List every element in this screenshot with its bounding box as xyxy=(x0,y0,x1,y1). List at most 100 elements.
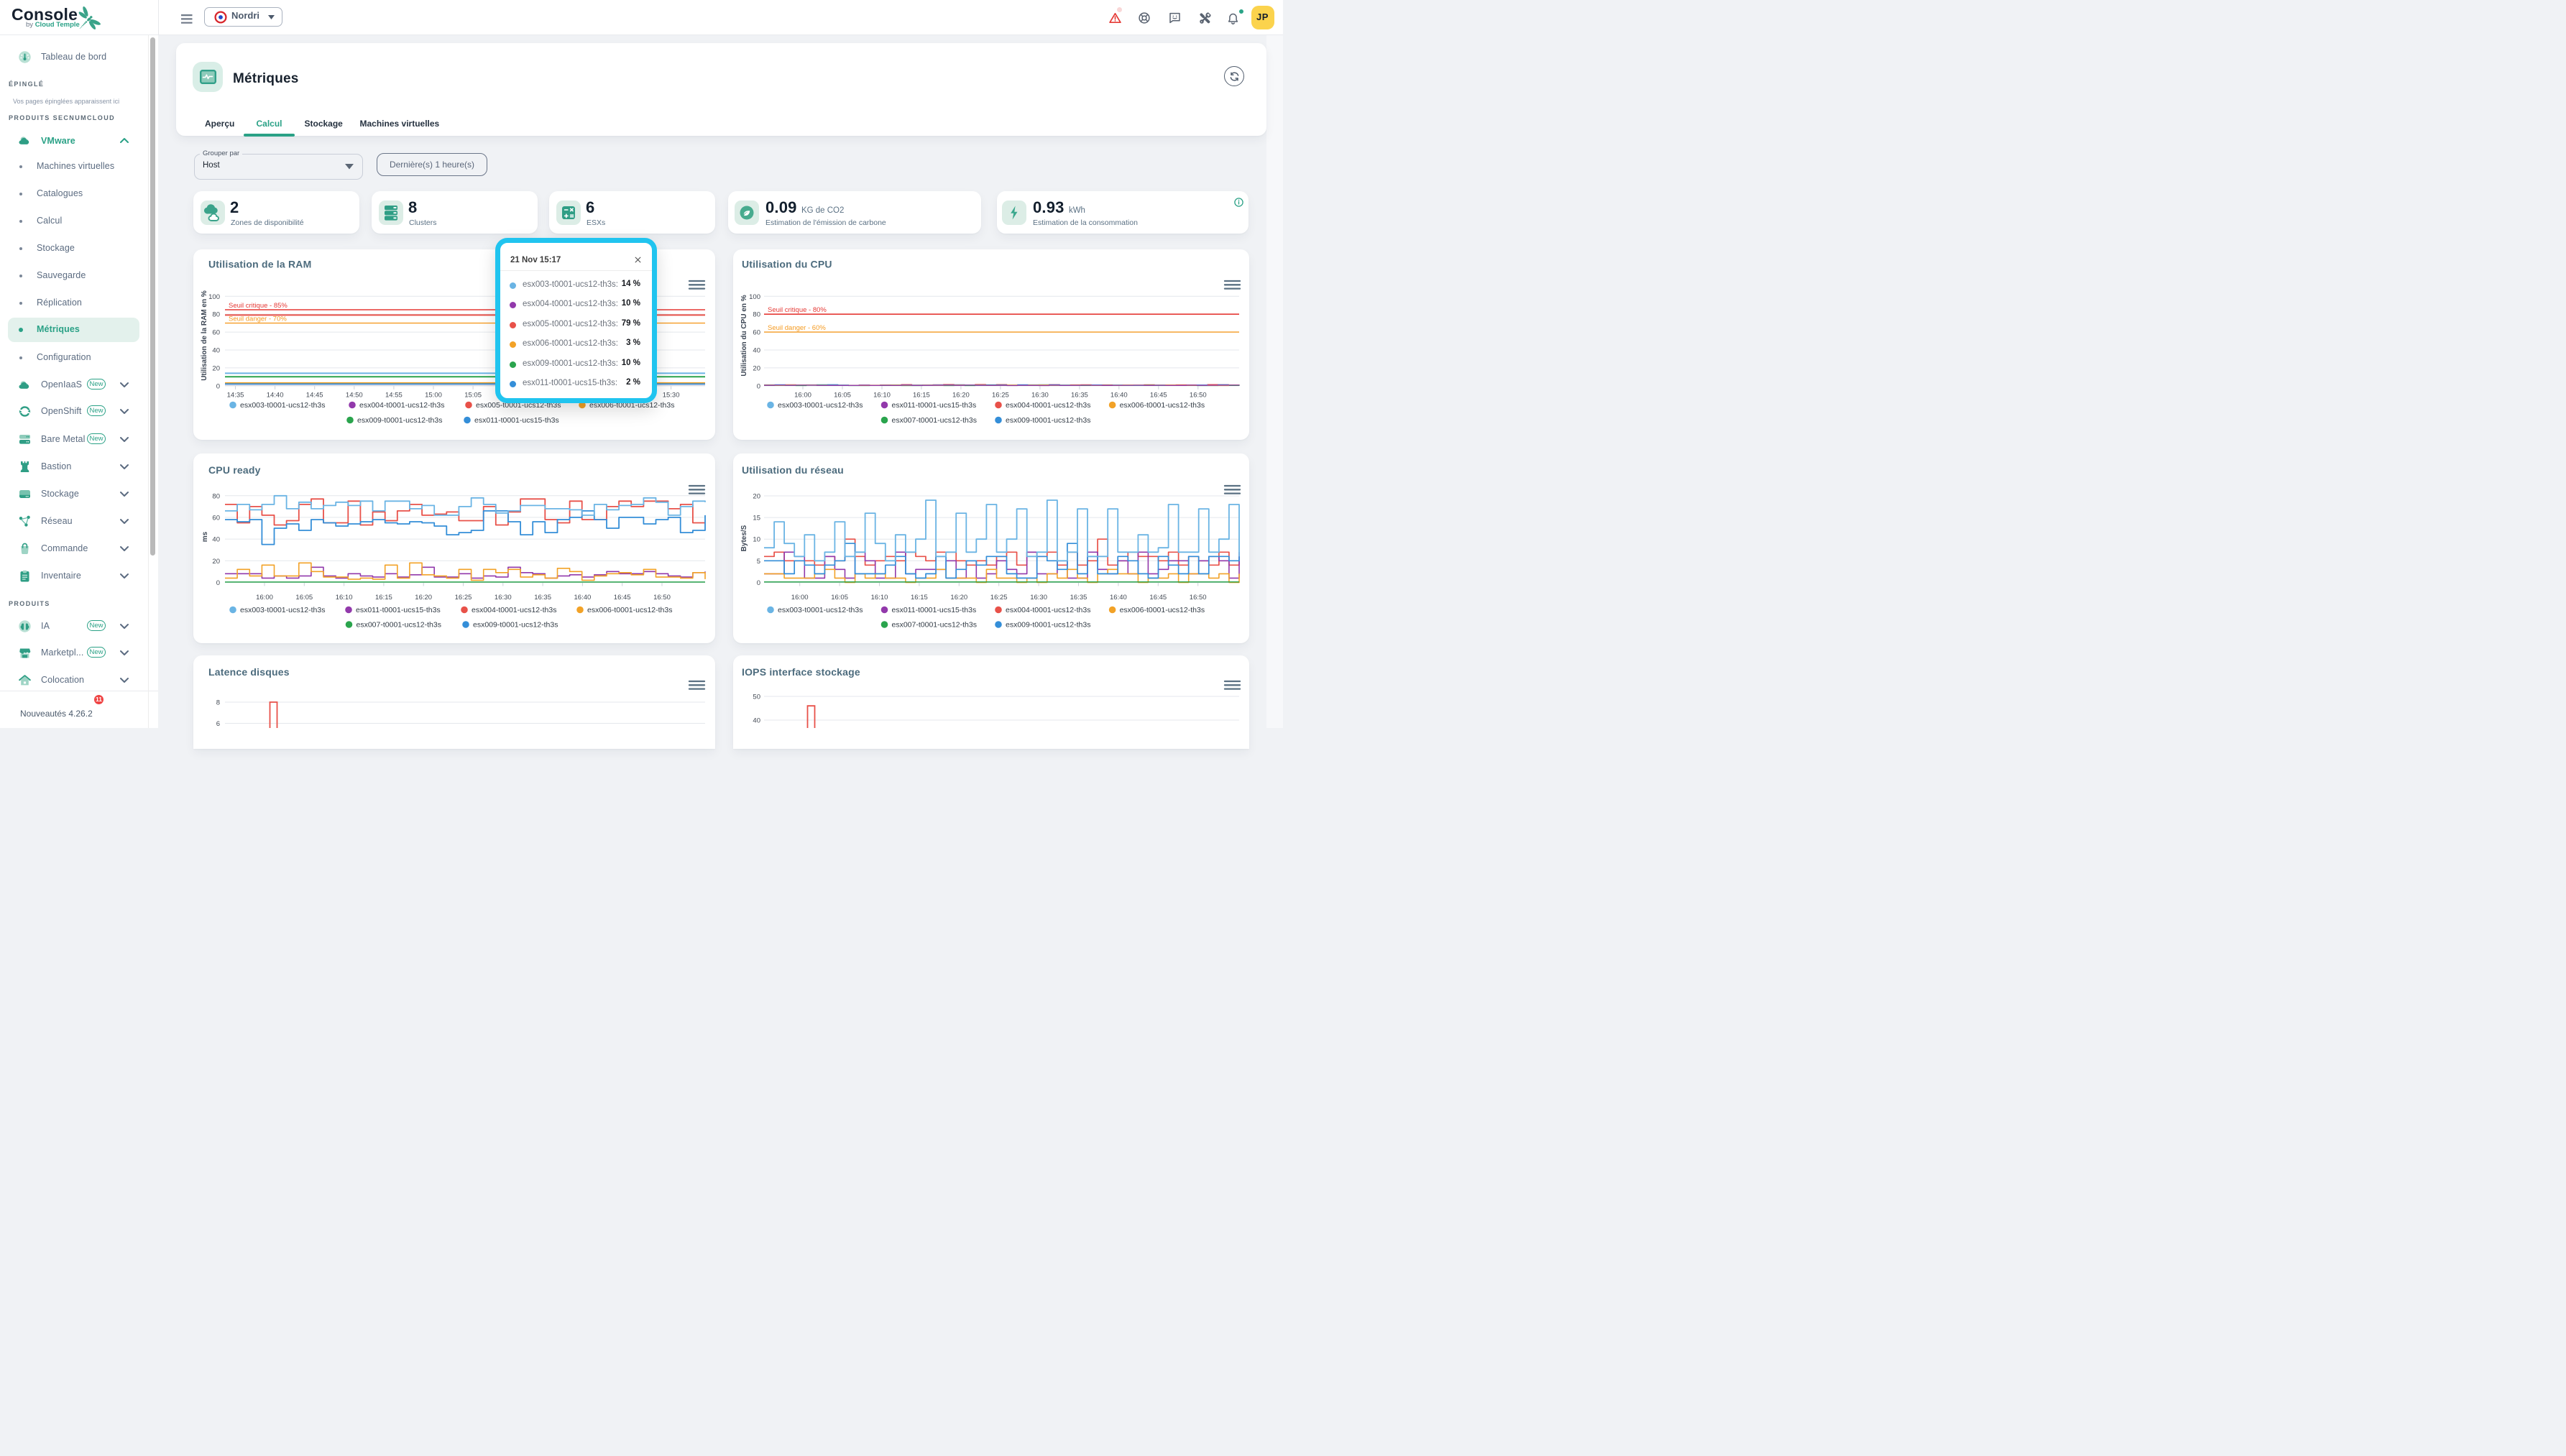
svg-text:20: 20 xyxy=(753,364,760,372)
svg-text:esx006-t0001-ucs12-th3s: esx006-t0001-ucs12-th3s xyxy=(589,401,675,410)
svg-text:8: 8 xyxy=(216,699,220,707)
svg-text:esx011-t0001-ucs15-th3s: esx011-t0001-ucs15-th3s xyxy=(892,401,977,410)
svg-text:40: 40 xyxy=(212,347,220,355)
svg-text:Utilisation de la RAM en %: Utilisation de la RAM en % xyxy=(201,290,208,381)
svg-text:100: 100 xyxy=(749,293,760,301)
svg-text:esx011-t0001-ucs15-th3s: esx011-t0001-ucs15-th3s xyxy=(356,606,441,614)
svg-text:16:35: 16:35 xyxy=(1071,392,1088,400)
svg-text:16:10: 16:10 xyxy=(873,392,891,400)
svg-text:14:55: 14:55 xyxy=(385,392,403,400)
svg-text:16:20: 16:20 xyxy=(952,392,970,400)
svg-text:40: 40 xyxy=(753,347,760,355)
svg-text:60: 60 xyxy=(212,329,220,337)
svg-text:16:45: 16:45 xyxy=(1150,392,1167,400)
svg-text:0: 0 xyxy=(757,579,760,587)
svg-text:0: 0 xyxy=(216,382,220,390)
svg-text:esx006-t0001-ucs12-th3s: esx006-t0001-ucs12-th3s xyxy=(1120,606,1205,614)
svg-text:CPU ready: CPU ready xyxy=(208,464,261,476)
svg-text:16:20: 16:20 xyxy=(415,594,432,602)
svg-text:esx004-t0001-ucs12-th3s: esx004-t0001-ucs12-th3s xyxy=(359,401,445,410)
svg-text:80: 80 xyxy=(212,492,220,500)
svg-text:esx007-t0001-ucs12-th3s: esx007-t0001-ucs12-th3s xyxy=(892,416,978,425)
svg-text:16:05: 16:05 xyxy=(834,392,851,400)
svg-text:Latence disques: Latence disques xyxy=(208,666,290,678)
svg-text:20: 20 xyxy=(212,558,220,566)
svg-text:esx006-t0001-ucs12-th3s: esx006-t0001-ucs12-th3s xyxy=(1120,401,1205,410)
svg-text:esx009-t0001-ucs12-th3s: esx009-t0001-ucs12-th3s xyxy=(357,416,443,425)
svg-text:16:10: 16:10 xyxy=(871,594,888,602)
svg-text:IOPS interface stockage: IOPS interface stockage xyxy=(742,666,860,678)
svg-text:16:45: 16:45 xyxy=(1149,594,1167,602)
svg-text:esx011-t0001-ucs15-th3s: esx011-t0001-ucs15-th3s xyxy=(474,416,559,425)
svg-text:100: 100 xyxy=(208,293,220,301)
svg-text:16:25: 16:25 xyxy=(455,594,472,602)
svg-text:15:05: 15:05 xyxy=(464,392,482,400)
svg-text:80: 80 xyxy=(753,311,760,319)
svg-text:Seuil critique - 80%: Seuil critique - 80% xyxy=(768,306,827,314)
svg-text:14:40: 14:40 xyxy=(267,392,284,400)
svg-text:40: 40 xyxy=(212,536,220,544)
svg-text:0: 0 xyxy=(757,382,760,390)
svg-text:14:50: 14:50 xyxy=(346,392,363,400)
svg-text:16:15: 16:15 xyxy=(911,594,928,602)
svg-text:16:20: 16:20 xyxy=(950,594,967,602)
svg-text:Seuil danger - 60%: Seuil danger - 60% xyxy=(768,324,826,332)
svg-text:Seuil danger - 70%: Seuil danger - 70% xyxy=(229,315,287,323)
svg-text:16:05: 16:05 xyxy=(295,594,313,602)
svg-text:16:35: 16:35 xyxy=(534,594,551,602)
svg-text:esx004-t0001-ucs12-th3s: esx004-t0001-ucs12-th3s xyxy=(1006,401,1091,410)
svg-text:esx004-t0001-ucs12-th3s: esx004-t0001-ucs12-th3s xyxy=(1006,606,1091,614)
svg-text:esx003-t0001-ucs12-th3s: esx003-t0001-ucs12-th3s xyxy=(778,401,863,410)
svg-text:16:00: 16:00 xyxy=(794,392,811,400)
svg-text:50: 50 xyxy=(753,694,760,701)
svg-text:15:00: 15:00 xyxy=(425,392,442,400)
svg-text:Bytes/S: Bytes/S xyxy=(740,525,748,551)
svg-text:16:50: 16:50 xyxy=(653,594,671,602)
svg-text:40: 40 xyxy=(753,717,760,725)
svg-text:esx003-t0001-ucs12-th3s: esx003-t0001-ucs12-th3s xyxy=(240,401,326,410)
svg-text:16:30: 16:30 xyxy=(495,594,512,602)
svg-text:esx007-t0001-ucs12-th3s: esx007-t0001-ucs12-th3s xyxy=(892,621,978,630)
svg-text:esx003-t0001-ucs12-th3s: esx003-t0001-ucs12-th3s xyxy=(240,606,326,614)
svg-text:16:05: 16:05 xyxy=(831,594,848,602)
svg-text:Utilisation de la RAM: Utilisation de la RAM xyxy=(208,259,311,270)
svg-text:16:10: 16:10 xyxy=(336,594,353,602)
svg-text:esx009-t0001-ucs12-th3s: esx009-t0001-ucs12-th3s xyxy=(1006,416,1091,425)
svg-text:20: 20 xyxy=(753,493,760,501)
svg-text:esx006-t0001-ucs12-th3s: esx006-t0001-ucs12-th3s xyxy=(587,606,673,614)
svg-text:16:40: 16:40 xyxy=(574,594,592,602)
svg-text:15: 15 xyxy=(753,515,760,522)
svg-text:16:45: 16:45 xyxy=(614,594,631,602)
svg-text:20: 20 xyxy=(212,364,220,372)
svg-text:14:35: 14:35 xyxy=(227,392,244,400)
svg-text:ms: ms xyxy=(201,531,209,542)
svg-text:16:30: 16:30 xyxy=(1031,392,1049,400)
svg-text:esx011-t0001-ucs15-th3s: esx011-t0001-ucs15-th3s xyxy=(892,606,977,614)
svg-text:0: 0 xyxy=(216,579,220,587)
svg-text:16:15: 16:15 xyxy=(375,594,392,602)
svg-text:Utilisation du CPU: Utilisation du CPU xyxy=(742,259,832,270)
svg-text:16:40: 16:40 xyxy=(1110,392,1128,400)
svg-text:10: 10 xyxy=(753,536,760,544)
svg-text:16:00: 16:00 xyxy=(791,594,809,602)
svg-text:esx003-t0001-ucs12-th3s: esx003-t0001-ucs12-th3s xyxy=(778,606,863,614)
svg-text:Utilisation du réseau: Utilisation du réseau xyxy=(742,464,844,476)
svg-text:esx009-t0001-ucs12-th3s: esx009-t0001-ucs12-th3s xyxy=(1006,621,1091,630)
svg-text:16:30: 16:30 xyxy=(1030,594,1047,602)
svg-text:5: 5 xyxy=(757,558,760,566)
svg-text:esx009-t0001-ucs12-th3s: esx009-t0001-ucs12-th3s xyxy=(473,621,558,630)
svg-text:60: 60 xyxy=(212,514,220,522)
svg-text:16:25: 16:25 xyxy=(992,392,1009,400)
svg-text:Utilisation du CPU en %: Utilisation du CPU en % xyxy=(740,295,748,376)
svg-text:16:50: 16:50 xyxy=(1190,392,1207,400)
svg-text:6: 6 xyxy=(216,720,220,728)
svg-text:Seuil critique - 85%: Seuil critique - 85% xyxy=(229,302,288,310)
svg-text:16:35: 16:35 xyxy=(1070,594,1087,602)
svg-text:esx007-t0001-ucs12-th3s: esx007-t0001-ucs12-th3s xyxy=(357,621,442,630)
svg-text:16:40: 16:40 xyxy=(1110,594,1127,602)
svg-text:16:50: 16:50 xyxy=(1190,594,1207,602)
svg-text:14:45: 14:45 xyxy=(306,392,323,400)
svg-text:80: 80 xyxy=(212,311,220,319)
svg-text:15:30: 15:30 xyxy=(663,392,680,400)
svg-text:16:15: 16:15 xyxy=(913,392,930,400)
